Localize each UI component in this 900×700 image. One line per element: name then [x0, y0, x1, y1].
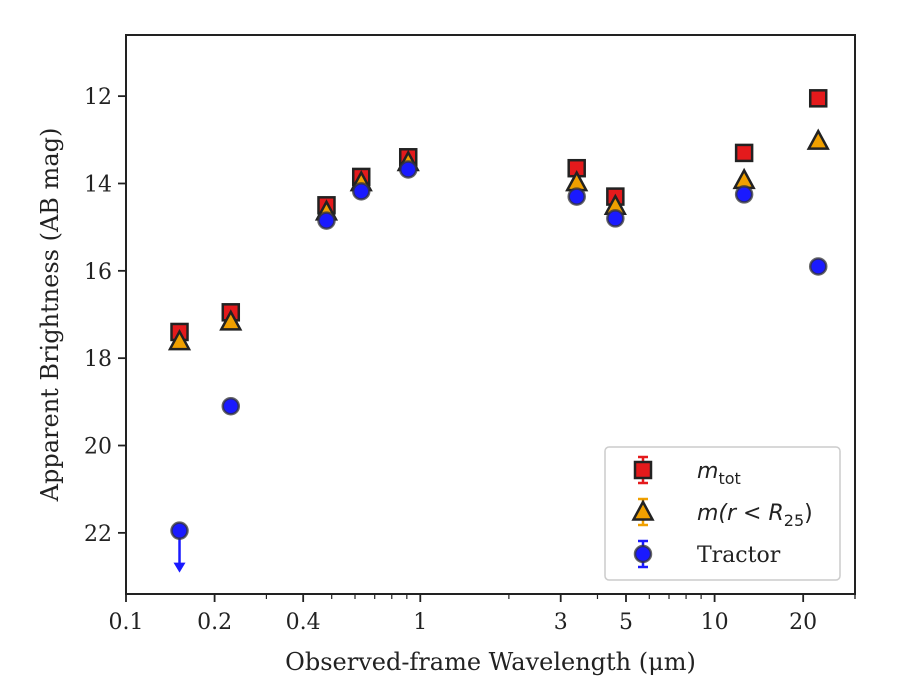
x-tick-label: 10	[701, 610, 729, 635]
x-tick-label: 5	[619, 610, 633, 635]
y-tick-label: 18	[84, 347, 112, 372]
data-point	[808, 89, 828, 108]
data-point	[606, 209, 625, 228]
legend: mtot m(r < R25) Tractor	[604, 446, 841, 581]
legend-box	[604, 446, 841, 581]
y-tick-label: 22	[84, 522, 112, 547]
legend-item: Tractor	[633, 539, 781, 569]
series-square	[170, 89, 828, 342]
y-tick-label: 20	[84, 435, 112, 460]
legend-label: mtot	[697, 459, 741, 488]
plot-frame	[125, 34, 856, 595]
y-tick-label: 12	[84, 85, 112, 110]
series-circle	[170, 160, 828, 573]
data-point	[221, 396, 241, 416]
x-tick-label: 3	[554, 610, 568, 635]
x-tick-label: 20	[789, 610, 817, 635]
data-point	[734, 185, 754, 204]
data-point	[806, 128, 830, 150]
data-point	[170, 521, 189, 540]
data-point	[167, 328, 192, 351]
legend-item: m(r < R25)	[631, 497, 813, 530]
x-tick-label: 1	[413, 610, 427, 635]
upper-limit-arrowhead	[173, 562, 186, 573]
legend-item: mtot	[633, 455, 741, 488]
legend-marker	[633, 544, 653, 564]
y-tick-label: 14	[84, 172, 112, 197]
data-point	[734, 143, 754, 163]
data-point	[808, 257, 828, 276]
legend-label: Tractor	[697, 543, 781, 568]
x-axis-ticks: 0.1 0.2 0.4 1 3 5 10 20	[109, 594, 856, 635]
legend-label: m(r < R25)	[697, 501, 813, 530]
data-point	[567, 187, 586, 206]
legend-marker	[633, 460, 653, 480]
legend-marker	[631, 499, 655, 521]
x-axis-label: Observed-frame Wavelength (μm)	[285, 648, 696, 676]
data-point	[351, 182, 371, 201]
data-point	[317, 211, 336, 230]
y-tick-label: 16	[84, 260, 112, 285]
data-point	[219, 309, 243, 331]
data-markers	[167, 89, 830, 573]
x-tick-label: 0.2	[197, 610, 232, 635]
y-axis-label: Apparent Brightness (AB mag)	[36, 128, 64, 503]
y-axis-ticks: 12 14 16 18 20 22	[84, 85, 126, 547]
data-point	[398, 160, 418, 179]
x-tick-label: 0.1	[109, 610, 144, 635]
x-tick-label: 0.4	[286, 610, 321, 635]
